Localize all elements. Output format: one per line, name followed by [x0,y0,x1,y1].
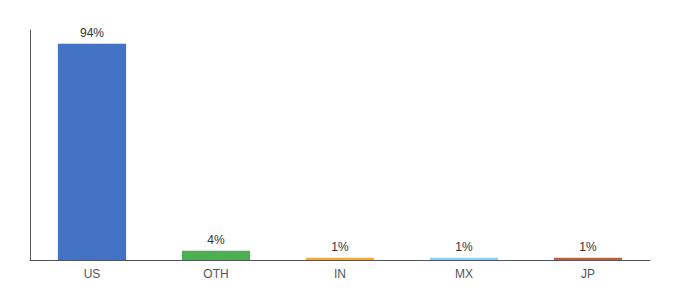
svg-text:1%: 1% [331,240,349,254]
svg-text:94%: 94% [80,26,104,40]
svg-text:OTH: OTH [203,267,228,281]
svg-text:1%: 1% [579,240,597,254]
svg-text:4%: 4% [207,233,225,247]
svg-text:1%: 1% [455,240,473,254]
svg-text:MX: MX [455,267,473,281]
svg-text:JP: JP [581,267,595,281]
svg-text:US: US [84,267,101,281]
svg-text:IN: IN [334,267,346,281]
